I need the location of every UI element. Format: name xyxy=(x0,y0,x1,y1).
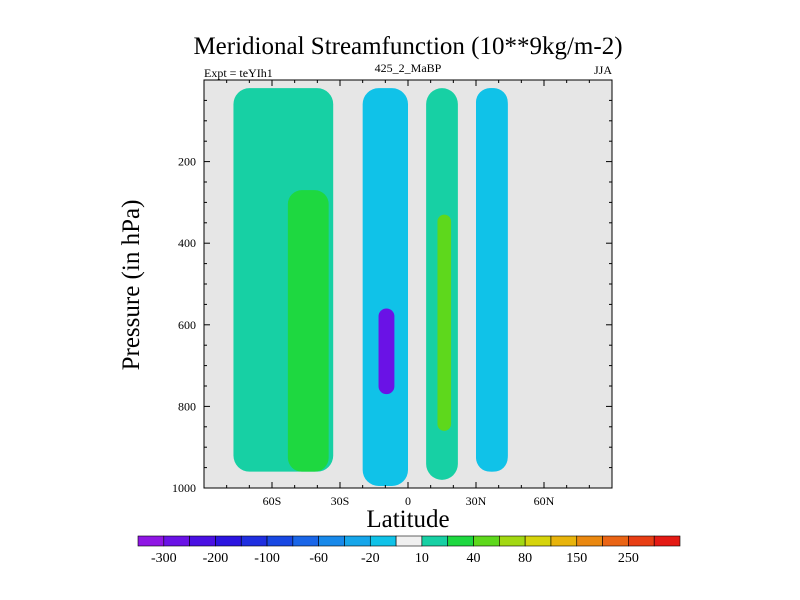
colorbar-label: 250 xyxy=(618,551,639,566)
colorbar-swatch xyxy=(344,535,371,547)
tropical-negative-cell xyxy=(362,88,408,486)
period-label: 425_2_MaBP xyxy=(375,61,442,75)
colorbar: -300 -200 -100 -60 -20 10 40 80 150 250 xyxy=(137,535,681,566)
y-axis-label: Pressure (in hPa) xyxy=(118,200,145,371)
colorbar-swatch xyxy=(421,535,449,547)
colorbar-label: -20 xyxy=(361,551,380,566)
colorbar-label: 10 xyxy=(415,551,429,566)
colorbar-swatch xyxy=(653,535,681,547)
colorbar-label: -60 xyxy=(309,551,328,566)
colorbar-swatch xyxy=(473,535,500,547)
y-tick-label: 800 xyxy=(178,399,196,413)
colorbar-swatch xyxy=(395,535,423,547)
colorbar-label: 80 xyxy=(518,551,532,566)
chart-title: Meridional Streamfunction (10**9kg/m-2) xyxy=(193,33,622,60)
colorbar-label: -200 xyxy=(203,551,229,566)
colorbar-swatch xyxy=(576,535,603,547)
colorbar-swatch xyxy=(318,535,345,547)
southern-hemisphere-positive-cell-core xyxy=(287,190,329,472)
x-tick-label: 30S xyxy=(331,494,350,508)
colorbar-swatch xyxy=(292,535,319,547)
y-tick-label: 400 xyxy=(178,236,196,250)
colorbar-swatch xyxy=(369,535,397,547)
colorbar-swatch xyxy=(240,535,268,547)
y-tick-label: 1000 xyxy=(172,481,196,495)
colorbar-swatch xyxy=(189,535,216,547)
x-tick-label: 0 xyxy=(405,494,411,508)
x-axis-label: Latitude xyxy=(366,506,449,533)
colorbar-swatch xyxy=(524,535,552,547)
colorbar-swatch xyxy=(447,535,474,547)
colorbar-swatch xyxy=(550,535,578,547)
x-tick-label: 30N xyxy=(466,494,487,508)
colorbar-swatch xyxy=(602,535,629,547)
season-label: JJA xyxy=(594,63,612,77)
x-axis: 60S 30S 0 30N 60N xyxy=(226,80,590,508)
y-tick-label: 200 xyxy=(178,155,196,169)
northern-midlatitude-negative-cell-core xyxy=(476,88,508,472)
colorbar-swatch xyxy=(266,535,294,547)
colorbar-swatch xyxy=(628,535,655,547)
y-tick-label: 600 xyxy=(178,318,196,332)
colorbar-label: 150 xyxy=(566,551,587,566)
experiment-label: Expt = teYIh1 xyxy=(204,66,273,80)
contour-fill-layer xyxy=(233,88,508,486)
y-axis: 200 400 600 800 1000 xyxy=(172,99,612,495)
colorbar-swatch xyxy=(215,535,242,547)
northern-tropical-positive-cell-core xyxy=(437,214,452,431)
colorbar-label: -100 xyxy=(254,551,280,566)
colorbar-label: -300 xyxy=(151,551,177,566)
x-tick-label: 60S xyxy=(263,494,282,508)
colorbar-label: 40 xyxy=(467,551,481,566)
tropical-negative-cell-core xyxy=(378,308,395,395)
colorbar-swatch xyxy=(137,535,165,547)
x-tick-label: 60N xyxy=(534,494,555,508)
colorbar-swatch xyxy=(499,535,526,547)
colorbar-swatch xyxy=(163,535,190,547)
